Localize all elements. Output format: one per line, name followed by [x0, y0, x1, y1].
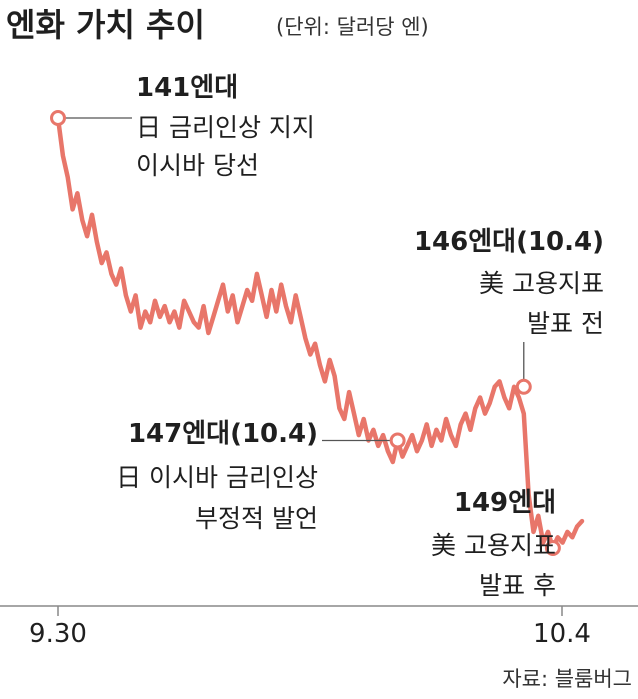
annotation-text: 발표 전	[527, 309, 604, 338]
x-axis: 9.30 10.4	[0, 605, 638, 649]
chart-title: 엔화 가치 추이	[6, 6, 205, 44]
unit-label: (단위: 달러당 엔)	[276, 15, 429, 39]
x-tick-label: 10.4	[533, 619, 591, 649]
annotation-text: 141엔대	[136, 73, 238, 103]
annotation-text: 日 금리인상 지지	[136, 113, 315, 142]
annotation-text: 日 이시바 금리인상	[116, 463, 318, 492]
annotation-text: 147엔대(10.4)	[128, 419, 318, 449]
annotation-text: 발표 후	[479, 571, 556, 600]
annotation-text: 이시바 당선	[136, 151, 259, 180]
x-tick-label: 9.30	[29, 619, 87, 649]
annotation-text: 美 고용지표	[431, 531, 556, 560]
series-line	[55, 115, 585, 551]
annotation-marker	[50, 110, 66, 126]
annotation-text: 149엔대	[454, 488, 556, 518]
annotation-text: 146엔대(10.4)	[414, 227, 604, 257]
source-label: 자료: 블룸버그	[502, 667, 632, 691]
annotation-text: 美 고용지표	[479, 269, 604, 298]
annotation-marker	[544, 540, 561, 556]
annotation-marker	[515, 378, 532, 395]
annotation-text: 부정적 발언	[195, 504, 318, 533]
annotation-marker	[389, 432, 406, 449]
series-layer	[55, 115, 585, 551]
